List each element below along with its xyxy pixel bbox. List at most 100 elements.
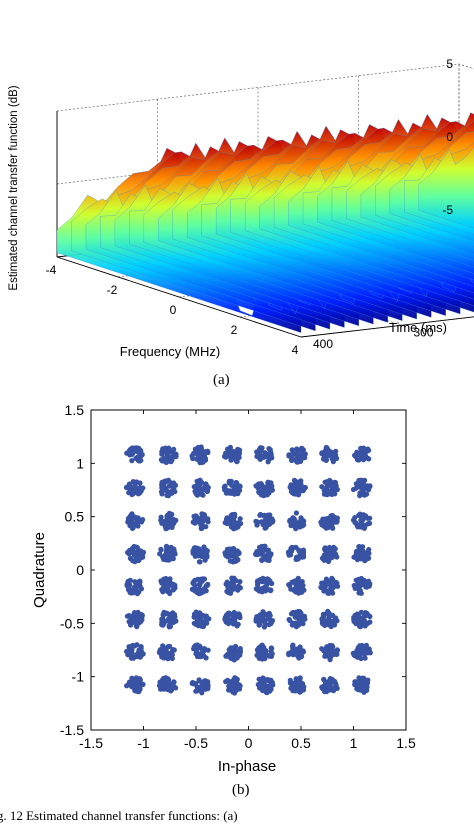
scatter-point (168, 554, 174, 560)
scatter-point (205, 686, 211, 692)
scatter-point (319, 616, 325, 622)
scatter-point (225, 677, 231, 683)
scatter-point (318, 584, 324, 591)
scatter-point (257, 445, 263, 451)
scatter-point (292, 580, 298, 587)
scatter-point (297, 685, 303, 691)
scatter-point (323, 576, 329, 582)
scatter-point (268, 653, 274, 660)
scatter-point (226, 612, 232, 618)
scatter-point (165, 678, 171, 685)
scatter-point (297, 689, 303, 695)
tick-labels: -4-20240100200300400-505 (46, 57, 454, 357)
scatter-point (193, 610, 199, 617)
scatter-point (189, 586, 195, 592)
scatter-point (171, 679, 177, 685)
scatter-point (133, 544, 139, 550)
surface-ridges (56, 112, 474, 333)
scatter-point (194, 619, 200, 625)
scatter-point (198, 522, 204, 528)
scatter-point (203, 655, 209, 661)
scatter-point (160, 612, 166, 618)
scatter-point (195, 553, 201, 559)
scatter-point (199, 690, 205, 696)
scatter-point (205, 582, 211, 588)
scatter-point (285, 550, 292, 556)
scatter-point (361, 581, 367, 587)
scatter-point (171, 446, 177, 452)
scatter-point (364, 680, 371, 686)
scatter-point (323, 444, 329, 451)
scatter-point (198, 444, 204, 450)
scatter-point (255, 580, 261, 587)
scatter-point (130, 558, 136, 564)
scatter-point (358, 655, 364, 662)
scatter-point (332, 581, 338, 587)
scatter-point (266, 612, 273, 619)
scatter-point (171, 612, 178, 618)
scatter-point (132, 643, 138, 649)
scatter-point (133, 447, 139, 453)
scatter-point (301, 522, 307, 528)
scatter-point (159, 654, 165, 660)
scatter-point (198, 549, 204, 555)
scatter-point (167, 623, 173, 630)
scatter-point (266, 456, 272, 462)
scatter-point (227, 444, 233, 450)
x-tick-label: 0 (170, 303, 177, 317)
scatter-point (331, 450, 337, 456)
caption-a: (a) (213, 372, 230, 388)
scatter-point (228, 588, 234, 594)
x-tick-label: -1.5 (79, 735, 103, 751)
scatter-point (359, 544, 366, 550)
scatter-point (256, 588, 262, 594)
scatter-points (123, 444, 373, 696)
scatter-point (353, 485, 359, 491)
scatter-point (136, 589, 142, 595)
scatter-point (269, 618, 276, 624)
scatter-point (355, 650, 361, 656)
scatter-point (226, 650, 232, 656)
quadrature-axis-label: Quadrature (31, 532, 48, 608)
scatter-point (366, 456, 372, 462)
scatter-point (172, 551, 178, 557)
scatter-point (267, 688, 273, 694)
scatter-point (126, 679, 133, 685)
scatter-point (358, 518, 364, 524)
scatter-point (204, 488, 210, 495)
scatter-point (192, 546, 198, 552)
scatter-point (137, 677, 143, 683)
scatter-point (332, 480, 339, 486)
tick-labels: -1.5 -1 -0.5 0 0.5 1 1.5 -1.5 -1 -0.5 0 0.5 1 1.5 (60, 402, 416, 751)
scatter-point (350, 650, 356, 656)
scatter-point (224, 579, 230, 585)
scatter-point (172, 454, 178, 460)
scatter-point (164, 517, 170, 523)
scatter-point (332, 622, 338, 628)
scatter-point (266, 677, 272, 683)
scatter-point (201, 678, 207, 684)
scatter-point (330, 612, 336, 619)
scatter-point (268, 483, 274, 489)
scatter-point (270, 682, 276, 688)
scatter-point (300, 649, 307, 655)
scatter-point (133, 675, 139, 681)
scatter-point (329, 491, 335, 497)
scatter-point (262, 656, 268, 662)
scatter-point (330, 590, 336, 596)
scatter-point (221, 453, 228, 459)
scatter-point (286, 582, 292, 588)
x-tick-label: 2 (231, 323, 238, 337)
scatter-point (320, 516, 326, 522)
frequency-axis-label: Frequency (MHz) (120, 344, 220, 359)
scatter-point (298, 617, 304, 624)
scatter-point (140, 517, 146, 523)
scatter-point (289, 457, 295, 463)
scatter-point (134, 479, 140, 485)
scatter-point (330, 644, 336, 650)
scatter-point (259, 482, 265, 488)
scatter-point (226, 448, 232, 454)
scatter-point (354, 457, 360, 463)
x-tick-label: -2 (107, 283, 118, 297)
